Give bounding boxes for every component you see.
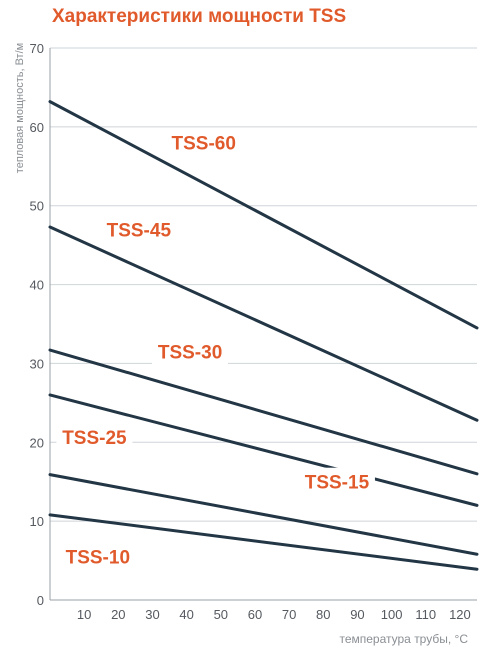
series-label-bg-tss-25 [56,422,133,451]
tick-labels: 0 10 20 30 40 50 60 70 10 20 30 40 50 60 70 80 90 100 110 1… [30,41,471,622]
series-label-tss-15: TSS-15 [305,473,370,494]
x-tick-label-40: 40 [179,607,193,622]
y-tick-label-0: 0 [37,593,44,608]
series-label-tss-10: TSS-10 [66,548,130,569]
series-labels: TSS-60 TSS-45 TSS-30 TSS-25 TSS-15 TSS-10 [56,128,375,571]
series-label-bg-tss-10 [59,542,136,571]
series-line-tss-60 [48,100,479,330]
series-lines [48,100,479,571]
chart-title: Характеристики мощности TSS [52,6,347,27]
x-axis-label: температура трубы, °C [339,632,468,646]
series-label-bg-tss-60 [165,128,242,157]
series-label-tss-45: TSS-45 [107,220,172,241]
series-label-tss-30: TSS-30 [158,343,222,364]
y-tick-label-40: 40 [30,278,44,293]
y-tick-label-70: 70 [30,41,44,56]
series-label-tss-60: TSS-60 [172,134,236,155]
series-line-tss-15 [48,473,479,556]
x-tick-label-90: 90 [350,607,364,622]
x-tick-label-120: 120 [449,607,471,622]
axes [49,48,477,601]
series-label-bg-tss-15 [298,467,375,496]
series-line-tss-10 [48,513,479,571]
x-tick-label-70: 70 [282,607,296,622]
series-label-bg-tss-45 [100,215,177,244]
x-tick-label-50: 50 [214,607,228,622]
series-label-bg-tss-30 [152,337,229,366]
y-tick-label-10: 10 [30,514,44,529]
x-tick-label-110: 110 [415,607,436,622]
x-tick-label-60: 60 [248,607,262,622]
y-tick-label-60: 60 [30,120,44,135]
series-label-tss-25: TSS-25 [62,428,127,449]
y-tick-label-50: 50 [30,199,44,214]
x-tick-label-80: 80 [316,607,330,622]
series-line-tss-30 [48,348,479,476]
x-tick-label-30: 30 [145,607,159,622]
y-tick-label-30: 30 [30,356,44,371]
y-tick-label-20: 20 [30,435,44,450]
series-line-tss-25 [48,393,479,507]
x-tick-label-100: 100 [381,607,403,622]
series-line-tss-45 [48,225,479,422]
x-tick-label-10: 10 [77,607,91,622]
x-tick-label-20: 20 [111,607,125,622]
